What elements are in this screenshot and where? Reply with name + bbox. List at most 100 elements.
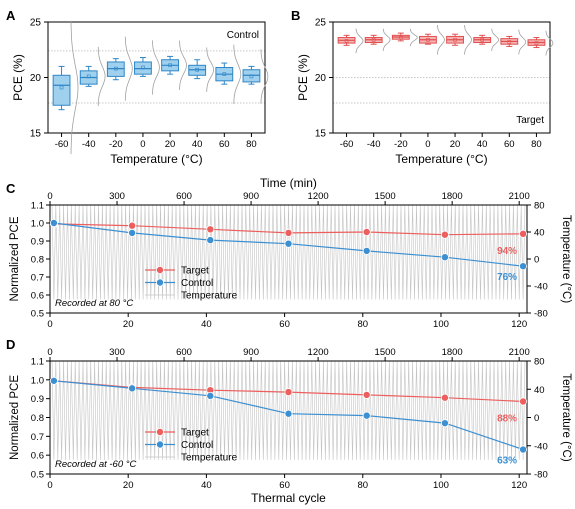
- box-mean: [344, 39, 349, 43]
- x-axis-label: Temperature (°C): [110, 152, 202, 166]
- data-point: [128, 221, 137, 230]
- data-point: [440, 419, 449, 428]
- distribution-curve: [124, 36, 133, 101]
- data-point: [49, 218, 58, 227]
- y-tick-label: 25: [30, 18, 42, 29]
- y-right-tick-label: -80: [534, 470, 548, 481]
- x-tick-label: 60: [504, 139, 515, 150]
- x-tick-label: 0: [425, 139, 430, 150]
- y-tick-label: 1.0: [31, 375, 44, 386]
- box-80: [527, 30, 554, 56]
- data-point: [440, 230, 449, 239]
- box-mean: [249, 74, 254, 79]
- box-mean: [195, 67, 199, 72]
- x-tick-label: 20: [450, 139, 461, 150]
- data-point: [362, 390, 371, 399]
- data-point: [49, 376, 58, 385]
- x-tick-label: 60: [279, 480, 290, 491]
- data-point: [206, 391, 215, 400]
- x-tick-label: 80: [246, 139, 257, 150]
- box-60: [500, 29, 527, 55]
- box-mean: [86, 74, 91, 79]
- y-tick-label: 0.8: [31, 255, 44, 266]
- x-top-tick-label: 1500: [375, 191, 396, 202]
- x-tick-label: 60: [219, 139, 230, 150]
- box-mean: [59, 85, 64, 90]
- series-target: 94%: [49, 219, 528, 257]
- y-tick-label: 20: [315, 73, 327, 84]
- panel-letter: D: [6, 337, 15, 352]
- end-value-label: 76%: [497, 272, 517, 283]
- panel-annotation: Target: [516, 115, 544, 126]
- distribution-curve: [233, 44, 242, 104]
- data-point: [128, 384, 137, 393]
- y-axis-label: PCE (%): [11, 54, 25, 101]
- distribution-curve: [206, 47, 215, 92]
- y-right-tick-label: 40: [534, 385, 545, 396]
- data-point: [519, 445, 528, 454]
- distribution-curve: [518, 29, 527, 55]
- legend-swatch-marker: [155, 278, 164, 287]
- box-mean: [480, 37, 484, 42]
- y-tick-label: 15: [315, 129, 327, 140]
- box-20: [446, 24, 472, 55]
- legend-label: Target: [181, 428, 209, 439]
- box--60: [337, 28, 364, 54]
- data-point: [284, 228, 293, 237]
- x-tick-label: 100: [433, 480, 449, 491]
- y-right-tick-label: -80: [534, 309, 548, 320]
- x-axis-label: Thermal cycle: [251, 491, 326, 505]
- x-tick-label: 0: [140, 139, 145, 150]
- x-tick-label: 80: [357, 480, 368, 491]
- y-right-tick-label: 80: [534, 201, 545, 212]
- y-tick-label: 0.7: [31, 273, 44, 284]
- box-60: [215, 44, 242, 104]
- y-right-tick-label: 0: [534, 413, 539, 424]
- data-point: [362, 227, 371, 236]
- distribution-curve: [437, 24, 445, 55]
- panel-letter: C: [6, 181, 16, 196]
- x-tick-label: 0: [47, 319, 52, 330]
- panel-letter: B: [291, 8, 300, 23]
- y-tick-label: 0.6: [31, 291, 44, 302]
- x-top-tick-label: 0: [47, 347, 52, 358]
- y-right-tick-label: -40: [534, 441, 548, 452]
- box-mean: [453, 37, 457, 42]
- x-top-tick-label: 1500: [375, 347, 396, 358]
- y-tick-label: 0.8: [31, 413, 44, 424]
- box-40: [188, 47, 215, 92]
- x-top-tick-label: 300: [109, 347, 125, 358]
- x-top-tick-label: 0: [47, 191, 52, 202]
- end-value-label: 88%: [497, 413, 517, 424]
- x-tick-label: -20: [394, 139, 408, 150]
- y-tick-label: 1.0: [31, 219, 44, 230]
- x-tick-label: 40: [201, 480, 212, 491]
- y-right-tick-label: 80: [534, 357, 545, 368]
- data-point: [206, 236, 215, 245]
- distribution-curve: [179, 40, 187, 91]
- x-top-tick-label: 1200: [308, 191, 329, 202]
- x-tick-label: 20: [123, 319, 134, 330]
- x-tick-label: 0: [47, 480, 52, 491]
- box-mean: [114, 66, 118, 71]
- distribution-curve: [409, 28, 418, 47]
- box-20: [161, 40, 187, 91]
- data-point: [128, 228, 137, 237]
- recording-note: Recorded at -60 °C: [55, 459, 137, 470]
- distribution-curve: [152, 40, 160, 95]
- box-mean: [141, 65, 145, 70]
- y-tick-label: 1.1: [31, 357, 44, 368]
- y-tick-label: 1.1: [31, 201, 44, 212]
- y-tick-label: 0.5: [31, 470, 44, 481]
- data-point: [284, 409, 293, 418]
- distribution-curve: [97, 46, 106, 107]
- box-body: [52, 74, 71, 106]
- box-mean: [534, 41, 539, 45]
- box-mean: [426, 37, 430, 42]
- x-tick-label: 100: [433, 319, 449, 330]
- data-point: [519, 397, 528, 406]
- legend-label: Temperature: [181, 453, 238, 464]
- y-right-tick-label: 0: [534, 255, 539, 266]
